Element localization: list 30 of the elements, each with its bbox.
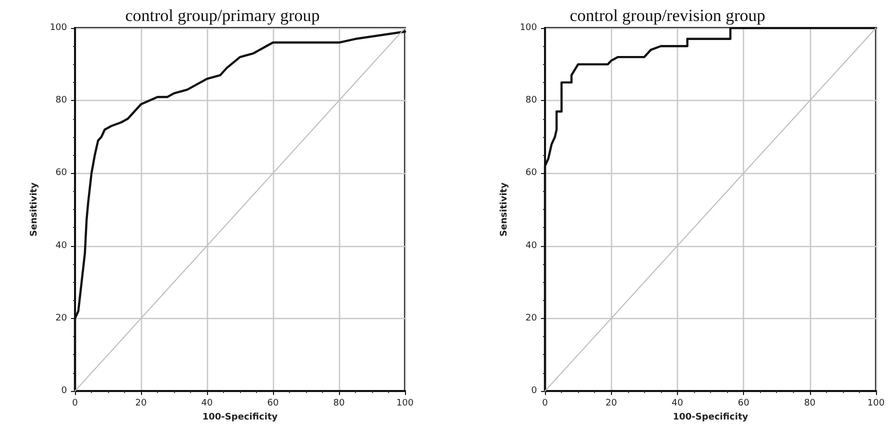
- y-tick-label: 0: [531, 386, 538, 396]
- x-tick-label: 20: [135, 398, 147, 408]
- x-axis-title: 100-Specificity: [202, 412, 278, 422]
- y-tick-label: 60: [526, 168, 538, 178]
- x-axis-title: 100-Specificity: [672, 412, 748, 422]
- y-axis-title: Sensitivity: [29, 182, 40, 236]
- chart-title: control group/primary group: [125, 6, 320, 25]
- y-tick-label: 20: [56, 313, 68, 324]
- chart-title: control group/revision group: [570, 6, 766, 25]
- x-tick-label: 60: [738, 398, 750, 408]
- x-tick-label: 20: [605, 398, 618, 408]
- y-tick-label: 100: [520, 23, 538, 33]
- y-tick-label: 100: [50, 23, 68, 33]
- y-tick-label: 60: [56, 168, 68, 178]
- x-tick-label: 0: [542, 398, 548, 408]
- y-axis-title: Sensitivity: [499, 182, 510, 236]
- y-tick-label: 40: [526, 240, 538, 251]
- y-tick-label: 40: [56, 240, 68, 251]
- y-tick-label: 20: [526, 313, 538, 324]
- x-tick-label: 0: [72, 398, 78, 408]
- x-tick-label: 100: [867, 398, 885, 408]
- y-tick-label: 80: [526, 96, 538, 106]
- x-tick-label: 40: [201, 398, 213, 408]
- x-tick-label: 60: [267, 398, 279, 408]
- x-tick-label: 40: [672, 398, 684, 408]
- y-tick-label: 80: [56, 96, 68, 106]
- x-tick-label: 100: [396, 398, 414, 408]
- y-tick-label: 0: [61, 386, 68, 396]
- x-tick-label: 80: [333, 398, 345, 408]
- x-tick-label: 80: [804, 398, 816, 408]
